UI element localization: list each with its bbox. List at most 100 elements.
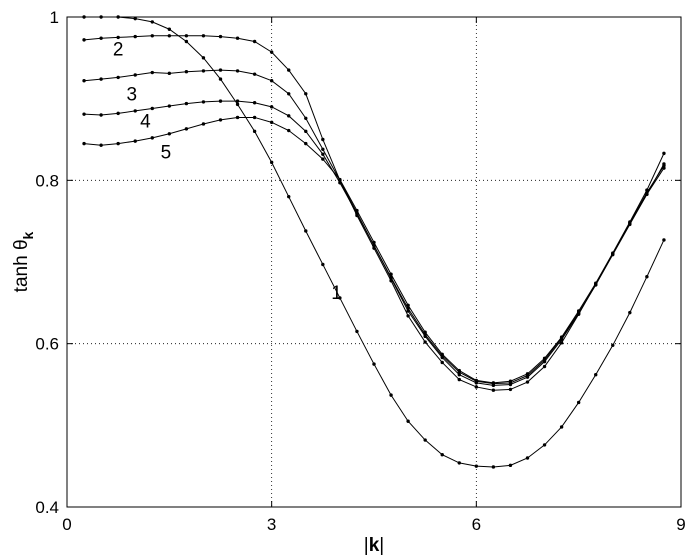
data-point-1-6 xyxy=(184,39,189,44)
data-point-3-7 xyxy=(201,69,206,73)
data-point-5-15 xyxy=(338,177,342,182)
data-point-1-7 xyxy=(201,56,206,60)
data-point-5-33 xyxy=(645,188,649,192)
data-point-1-23 xyxy=(474,464,479,468)
x-tick-label-0: 0 xyxy=(62,515,71,534)
data-point-1-18 xyxy=(389,393,393,397)
y-tick-label-0.4: 0.4 xyxy=(35,498,59,517)
data-point-2-26 xyxy=(525,380,530,384)
data-point-1-9 xyxy=(235,102,240,107)
data-point-4-33 xyxy=(645,192,649,196)
data-point-3-13 xyxy=(304,116,308,120)
y-axis-label-subscript: k xyxy=(20,231,36,239)
series-line-2 xyxy=(84,35,665,391)
data-point-1-15 xyxy=(338,296,342,300)
data-point-1-22 xyxy=(457,461,461,465)
data-point-5-24 xyxy=(491,381,496,385)
data-point-4-10 xyxy=(252,101,257,105)
data-point-5-26 xyxy=(525,372,530,376)
data-point-1-26 xyxy=(525,456,530,460)
data-point-4-8 xyxy=(218,99,223,103)
data-point-5-17 xyxy=(372,240,376,245)
data-point-5-32 xyxy=(628,220,632,224)
data-point-5-8 xyxy=(218,118,223,122)
data-point-1-27 xyxy=(542,443,547,447)
data-point-4-1 xyxy=(99,113,103,117)
data-point-5-11 xyxy=(269,120,274,125)
data-point-2-28 xyxy=(559,341,564,345)
data-point-5-28 xyxy=(559,335,564,339)
data-point-5-2 xyxy=(116,141,120,146)
data-point-2-5 xyxy=(167,34,172,38)
data-point-2-2 xyxy=(116,35,120,40)
data-point-5-18 xyxy=(389,272,393,276)
data-point-2-0 xyxy=(82,38,86,42)
data-point-1-8 xyxy=(218,77,223,81)
curve-label-5: 5 xyxy=(161,142,172,163)
data-point-5-13 xyxy=(304,141,308,146)
data-point-3-0 xyxy=(82,79,86,83)
data-point-1-12 xyxy=(287,194,291,199)
data-point-1-20 xyxy=(423,438,427,442)
data-point-4-5 xyxy=(167,104,172,108)
data-point-5-4 xyxy=(150,136,154,140)
series-3: 3 xyxy=(82,68,666,388)
data-point-1-32 xyxy=(628,310,632,315)
series-layer: 1 2 345 xyxy=(82,15,666,469)
data-point-2-11 xyxy=(269,50,274,54)
data-point-2-12 xyxy=(287,68,291,72)
data-point-3-14 xyxy=(321,147,325,151)
data-point-5-5 xyxy=(167,132,172,136)
x-tick-label-3: 3 xyxy=(267,515,276,534)
data-point-2-21 xyxy=(440,360,444,365)
data-point-4-3 xyxy=(133,109,137,113)
data-point-4-13 xyxy=(304,129,308,134)
data-point-3-1 xyxy=(99,77,103,81)
data-point-4-9 xyxy=(235,99,240,103)
curve-label-2: 2 xyxy=(113,39,124,60)
data-point-1-19 xyxy=(406,419,410,423)
data-point-2-6 xyxy=(184,34,189,38)
data-point-2-4 xyxy=(150,34,154,38)
data-point-4-0 xyxy=(82,112,86,116)
data-point-1-25 xyxy=(508,463,513,468)
data-point-2-7 xyxy=(201,34,206,38)
data-point-3-2 xyxy=(116,75,120,80)
curve-label-3: 3 xyxy=(127,84,138,105)
data-point-2-22 xyxy=(457,377,461,382)
data-point-1-30 xyxy=(594,373,598,377)
data-point-5-29 xyxy=(576,309,581,313)
data-point-1-17 xyxy=(372,362,376,366)
data-point-5-9 xyxy=(235,115,240,120)
data-point-3-10 xyxy=(252,72,257,76)
data-point-5-23 xyxy=(474,378,479,383)
data-point-5-34 xyxy=(662,151,666,156)
data-point-5-3 xyxy=(133,139,137,143)
series-line-3 xyxy=(84,69,665,386)
y-tick-label-1: 1 xyxy=(50,8,59,27)
y-tick-label-0.6: 0.6 xyxy=(35,335,59,354)
data-point-4-14 xyxy=(321,152,325,156)
data-point-5-16 xyxy=(355,208,359,213)
data-point-1-13 xyxy=(304,229,308,233)
curve-label-4: 4 xyxy=(140,111,151,132)
data-point-4-6 xyxy=(184,101,189,106)
data-point-5-12 xyxy=(287,128,291,133)
data-point-1-3 xyxy=(133,16,137,21)
x-axis-label-suffix: | xyxy=(379,535,384,556)
data-point-3-11 xyxy=(269,79,274,83)
data-point-1-28 xyxy=(559,425,564,429)
data-point-4-11 xyxy=(269,105,274,109)
data-point-3-4 xyxy=(150,70,154,75)
data-point-4-2 xyxy=(116,111,120,116)
data-point-5-30 xyxy=(594,281,598,285)
data-point-2-24 xyxy=(491,388,496,392)
data-point-2-20 xyxy=(423,340,427,344)
data-point-4-34 xyxy=(662,162,666,166)
data-point-5-10 xyxy=(252,115,257,120)
data-point-1-14 xyxy=(321,262,325,267)
data-point-5-6 xyxy=(184,127,189,131)
data-point-5-19 xyxy=(406,303,410,307)
